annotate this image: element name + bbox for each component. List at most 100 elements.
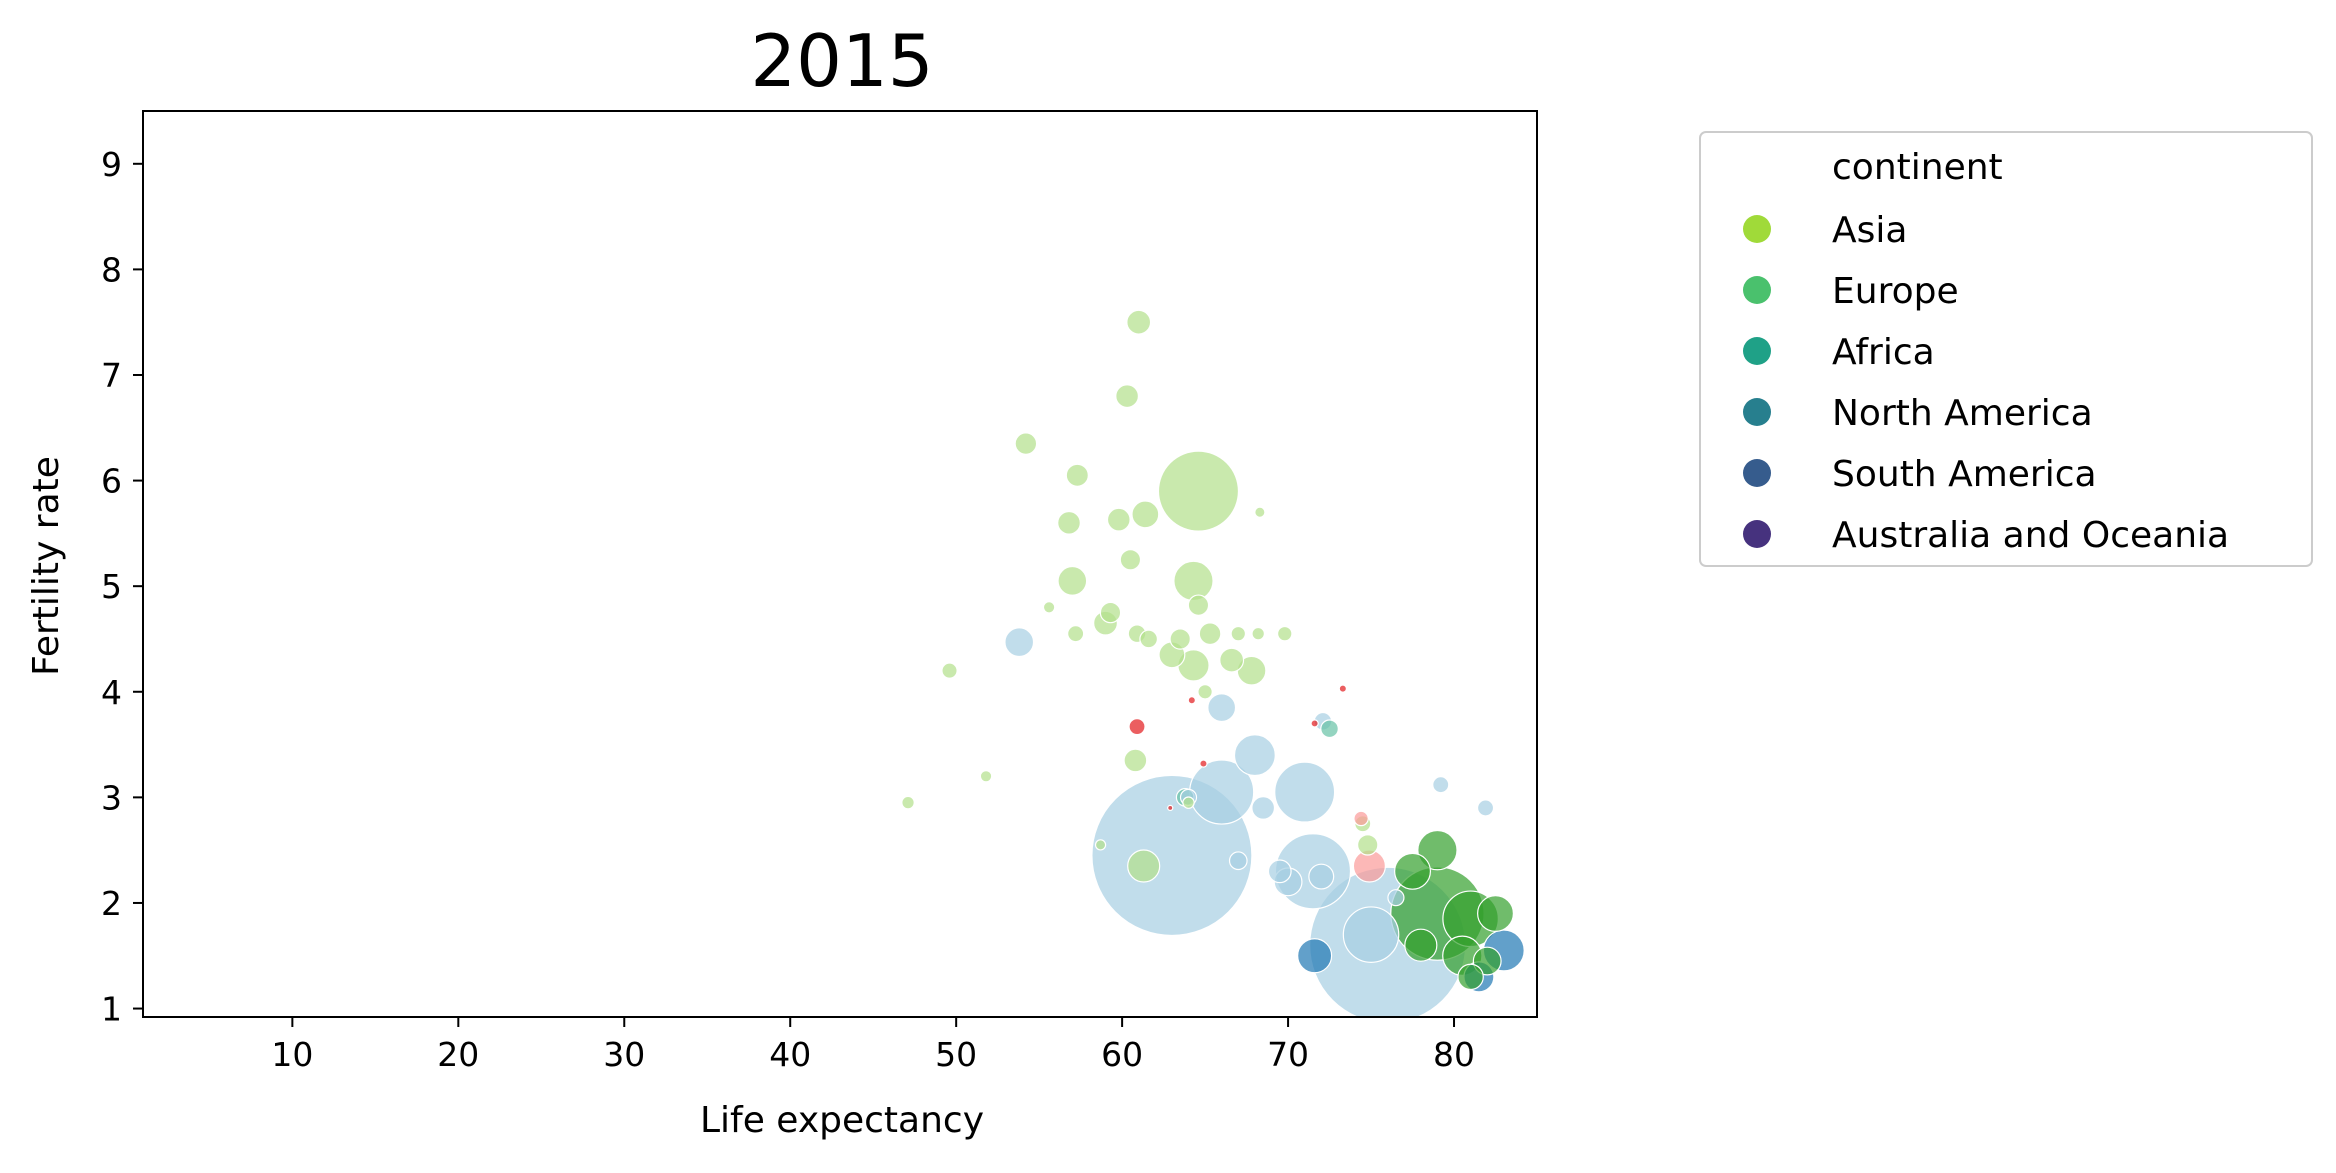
legend-entry: Asia (1743, 210, 1907, 251)
data-point (901, 795, 915, 810)
data-point (1173, 560, 1214, 602)
legend-entry: Africa (1743, 332, 1935, 373)
data-point (1099, 601, 1122, 624)
chart-title: 2015 (750, 19, 933, 103)
x-axis: 10 20 30 40 50 60 70 80 (271, 1017, 1475, 1074)
legend-label: North America (1832, 393, 2093, 434)
data-point (1014, 432, 1038, 455)
legend-box (1699, 131, 2313, 567)
data-point (1297, 938, 1333, 974)
legend-marker (1743, 337, 1771, 365)
legend-label: Africa (1832, 332, 1935, 373)
legend-marker (1743, 276, 1771, 304)
data-point (1404, 928, 1438, 962)
data-point (1128, 718, 1146, 736)
data-point (1123, 748, 1148, 773)
y-tick-label: 6 (101, 462, 122, 501)
legend-marker (1743, 520, 1771, 548)
data-point (1251, 626, 1265, 641)
data-point (1198, 622, 1222, 646)
y-tick-label: 4 (101, 673, 122, 712)
data-point (1182, 796, 1195, 809)
data-point (941, 662, 958, 679)
legend-label: Australia and Oceania (1832, 515, 2229, 556)
data-point (1342, 906, 1400, 963)
data-point (1115, 384, 1140, 409)
points-layer (901, 309, 1525, 1017)
data-point (1127, 849, 1161, 883)
data-point (1187, 594, 1210, 616)
legend: continent Asia Europe Africa North America S… (1699, 131, 2313, 567)
y-tick-label: 2 (101, 884, 122, 923)
data-point (1119, 549, 1142, 571)
data-point (1167, 804, 1174, 812)
legend-label: Asia (1832, 210, 1907, 251)
data-point (1169, 628, 1191, 650)
data-point (1353, 810, 1369, 827)
data-point (1276, 625, 1293, 642)
data-point (1139, 629, 1159, 649)
y-tick-label: 3 (101, 778, 122, 817)
data-point (1057, 510, 1081, 535)
data-point (1417, 829, 1458, 871)
plot-frame (142, 110, 1538, 1018)
y-tick-label: 1 (101, 990, 122, 1029)
legend-marker (1743, 459, 1771, 487)
data-point (1254, 506, 1266, 518)
data-point (979, 769, 993, 783)
x-tick-label: 10 (271, 1035, 313, 1074)
data-point (1432, 776, 1450, 794)
data-point (1228, 851, 1248, 871)
x-tick-label: 60 (1101, 1035, 1143, 1074)
y-axis: 1 2 3 4 5 6 7 8 9 (101, 145, 143, 1029)
legend-entry: Australia and Oceania (1743, 515, 2229, 556)
data-point (1230, 625, 1247, 642)
data-point (1199, 759, 1208, 768)
data-point (1197, 684, 1213, 700)
x-tick-label: 50 (935, 1035, 977, 1074)
data-point (1320, 719, 1339, 739)
legend-entry: South America (1743, 454, 2097, 495)
data-point (1126, 309, 1152, 335)
data-point (1267, 859, 1292, 884)
x-tick-label: 20 (437, 1035, 479, 1074)
x-axis-label: Life expectancy (700, 1100, 984, 1141)
data-point (1251, 796, 1276, 820)
x-tick-label: 80 (1433, 1035, 1475, 1074)
data-point (1387, 889, 1405, 907)
data-point (1394, 852, 1432, 890)
y-tick-label: 7 (101, 356, 122, 395)
data-point (1219, 647, 1245, 673)
legend-entry: North America (1743, 393, 2093, 434)
data-point (1207, 693, 1237, 723)
x-tick-label: 70 (1267, 1035, 1309, 1074)
data-point (1065, 463, 1089, 487)
legend-marker (1743, 398, 1771, 426)
y-axis-label: Fertility rate (26, 456, 67, 676)
data-point (1106, 507, 1131, 532)
data-point (1094, 839, 1107, 851)
data-point (1308, 863, 1335, 890)
data-point (1187, 696, 1196, 705)
x-tick-label: 30 (603, 1035, 645, 1074)
y-tick-label: 9 (101, 145, 122, 184)
x-tick-label: 40 (769, 1035, 811, 1074)
legend-marker (1743, 215, 1771, 243)
data-point (1057, 565, 1088, 596)
data-point (1042, 601, 1056, 614)
data-point (1477, 895, 1515, 933)
data-point (1067, 625, 1085, 643)
data-point (1131, 500, 1160, 529)
data-point (1233, 734, 1276, 777)
data-point (1357, 834, 1379, 856)
data-point (1310, 719, 1319, 728)
data-point (1274, 761, 1336, 823)
y-tick-label: 5 (101, 567, 122, 606)
data-point (1338, 684, 1348, 693)
data-point (1476, 799, 1495, 817)
legend-label: South America (1832, 454, 2097, 495)
legend-title: continent (1832, 147, 2003, 188)
legend-label: Europe (1832, 271, 1959, 312)
y-tick-label: 8 (101, 250, 122, 289)
